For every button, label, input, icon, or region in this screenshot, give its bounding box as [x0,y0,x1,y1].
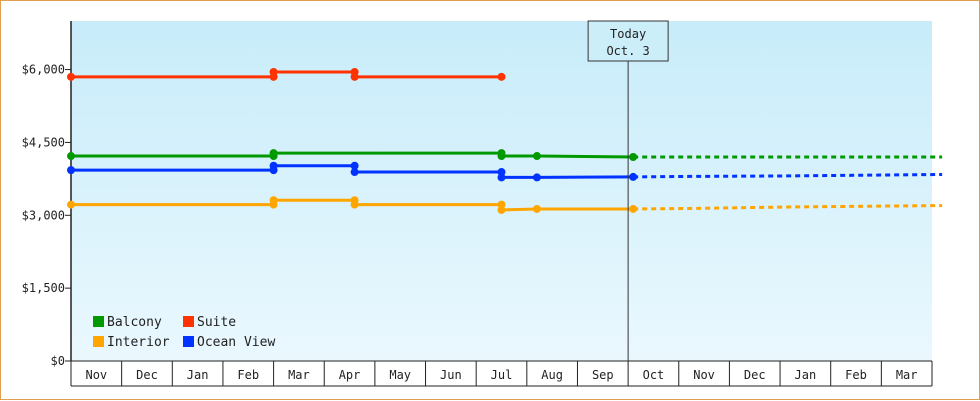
today-box [587,20,669,62]
legend-swatch-balcony [93,316,104,327]
data-point-ocean-view [629,172,638,181]
plot-area [71,21,932,361]
x-tick-label: Apr [339,368,361,382]
x-tick-label: May [389,368,411,382]
legend-label-balcony: Balcony [107,315,162,330]
data-point-ocean-view [67,166,75,175]
y-tick-label: $3,000 [22,208,65,222]
data-point-suite [497,72,506,81]
legend-label-suite: Suite [197,315,236,330]
data-point-interior [350,200,359,209]
today-date: Oct. 3 [606,44,649,58]
x-tick-label: Dec [136,368,158,382]
data-point-suite [269,68,278,76]
legend-label-ocean-view: Ocean View [197,335,275,350]
data-point-ocean-view [350,168,359,177]
data-point-balcony [67,152,75,161]
x-tick-label: Nov [693,368,715,382]
data-point-interior [629,204,638,213]
data-point-interior [532,204,541,213]
data-point-interior [269,196,278,205]
y-tick-label: $6,000 [22,63,65,77]
data-point-balcony [269,149,278,158]
x-tick-label: Mar [896,368,918,382]
y-tick-label: $0 [51,354,65,368]
x-tick-label: Sep [592,368,614,382]
legend-swatch-interior [93,336,104,347]
x-tick-label: Feb [845,368,867,382]
data-point-balcony [532,152,541,161]
y-tick-label: $4,500 [22,135,65,149]
data-point-balcony [629,153,638,161]
x-tick-label: Jan [187,368,209,382]
data-point-ocean-view [350,161,359,170]
x-tick-label: Jan [795,368,817,382]
today-label: Today [610,27,646,41]
data-point-interior [497,205,506,214]
x-tick-label: Feb [237,368,259,382]
x-tick-label: Jun [440,368,462,382]
series-projection-interior [633,204,943,211]
series-projection-ocean-view [633,172,943,179]
legend-label-interior: Interior [107,335,170,350]
data-point-interior [67,200,75,209]
legend-swatch-suite [183,316,194,327]
data-point-balcony [497,152,506,161]
y-tick-label: $1,500 [22,281,65,295]
data-point-ocean-view [532,173,541,182]
x-tick-label: Aug [541,368,563,382]
data-point-suite [350,72,359,81]
data-point-suite [67,72,75,81]
data-point-ocean-view [497,173,506,182]
x-tick-label: Nov [85,368,107,382]
x-tick-label: Jul [491,368,513,382]
x-tick-label: Oct [643,368,665,382]
data-point-ocean-view [269,161,278,170]
x-tick-label: Dec [744,368,766,382]
x-tick-label: Mar [288,368,310,382]
legend-swatch-ocean-view [183,336,194,347]
series-line-suite [71,70,502,79]
